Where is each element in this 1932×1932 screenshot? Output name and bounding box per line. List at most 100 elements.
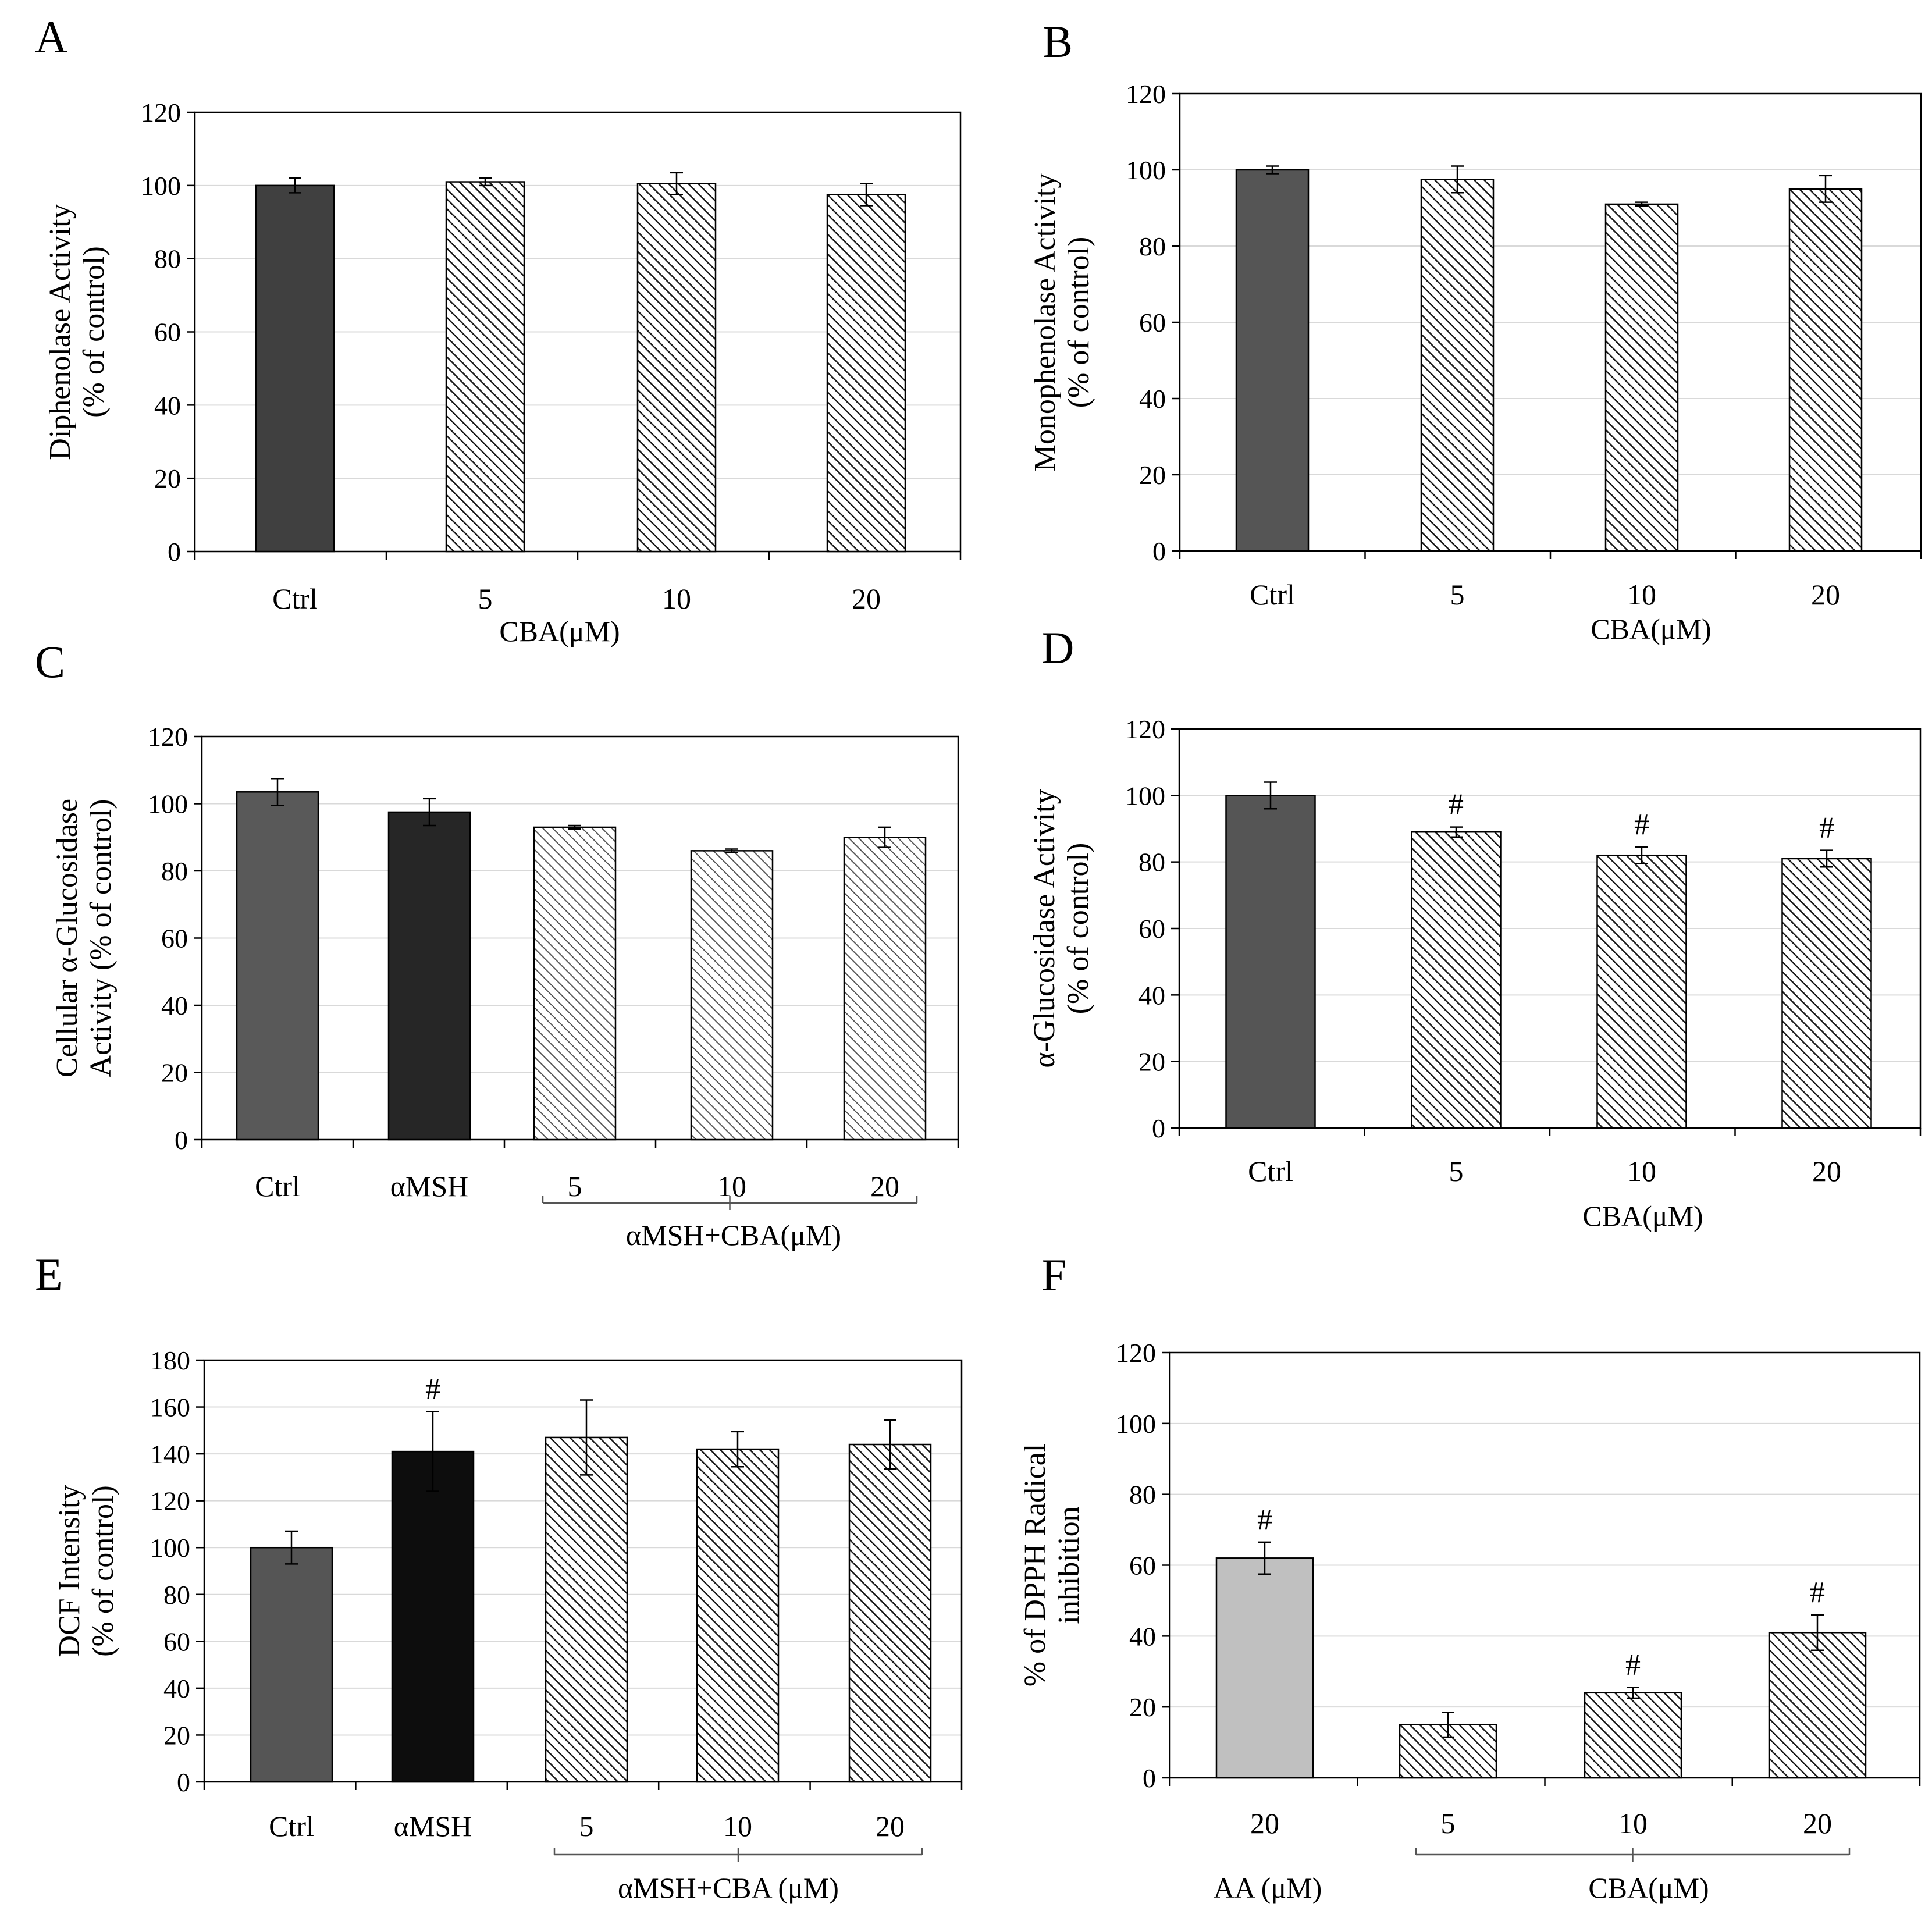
y-tick-label: 80 bbox=[161, 856, 188, 886]
y-tick-label: 40 bbox=[161, 991, 188, 1020]
y-tick-label: 80 bbox=[1138, 848, 1165, 877]
x-tick-label: 20 bbox=[852, 582, 881, 615]
y-tick-label: 60 bbox=[1129, 1551, 1156, 1581]
x-tick-label: 10 bbox=[723, 1810, 752, 1842]
bar-e-3 bbox=[696, 1448, 780, 1783]
y-tick-label: 20 bbox=[1139, 460, 1166, 490]
x-axis-label: CBA(μM) bbox=[1591, 613, 1711, 645]
panel-label: E bbox=[35, 1249, 63, 1300]
x-tick-label: αMSH bbox=[390, 1170, 469, 1202]
y-tick-label: 140 bbox=[150, 1439, 190, 1469]
panel-e: 0 20 40 60 80 100 120 140 160 180 Ctrl # αMSH 5 10 20 αM… bbox=[35, 1249, 963, 1904]
x-tick-label: 20 bbox=[1812, 1155, 1841, 1187]
y-tick-label: 160 bbox=[150, 1393, 190, 1422]
panel-f: 0 20 40 60 80 100 120 #20 5 #10 #20 CBA(μM) AA (μM)%… bbox=[1019, 1250, 1921, 1904]
bar-a-1 bbox=[445, 181, 525, 553]
bar-a-0 bbox=[255, 184, 335, 553]
y-tick-label: 60 bbox=[154, 318, 181, 347]
y-tick-label: 0 bbox=[168, 537, 181, 567]
bar-d-1 bbox=[1411, 831, 1502, 1129]
bar-d-3 bbox=[1781, 858, 1872, 1129]
y-tick-label: 0 bbox=[1143, 1763, 1156, 1793]
x-tick-label: Ctrl bbox=[1248, 1155, 1293, 1187]
y-axis-label: (% of control) bbox=[1062, 237, 1095, 408]
y-tick-label: 100 bbox=[1126, 155, 1166, 185]
x-tick-label: Ctrl bbox=[269, 1810, 314, 1842]
bar-c-1 bbox=[387, 811, 471, 1141]
bar-e-1 bbox=[391, 1450, 475, 1783]
bar-e-4 bbox=[848, 1443, 932, 1783]
y-tick-label: 20 bbox=[161, 1058, 188, 1088]
bar-c-2 bbox=[533, 826, 617, 1141]
y-tick-label: 120 bbox=[1125, 714, 1165, 744]
panel-b: 0 20 40 60 80 100 120 Ctrl 5 10 20 CBA(μM) Monopheno… bbox=[1029, 16, 1922, 645]
x-tick-label: 10 bbox=[1627, 1155, 1656, 1187]
y-axis-label: (% of control) bbox=[87, 1485, 120, 1657]
bar-f-3 bbox=[1768, 1631, 1867, 1779]
y-axis-label: DCF Intensity bbox=[53, 1485, 86, 1657]
x-tick-label: αMSH bbox=[394, 1810, 472, 1842]
x-tick-label: 5 bbox=[579, 1810, 594, 1842]
y-axis-label: Cellular α-Glucosidase bbox=[51, 799, 84, 1077]
bar-e-0 bbox=[250, 1546, 333, 1783]
y-tick-label: 40 bbox=[154, 390, 181, 420]
y-tick-label: 60 bbox=[1138, 914, 1165, 944]
x-tick-label: 10 bbox=[662, 582, 691, 615]
bar-c-4 bbox=[843, 837, 927, 1141]
y-tick-label: 60 bbox=[163, 1627, 190, 1656]
significance-mark: # bbox=[425, 1373, 440, 1406]
panel-label: B bbox=[1043, 16, 1073, 67]
x-tick-label: 10 bbox=[1618, 1807, 1648, 1840]
x-tick-label: Ctrl bbox=[1250, 578, 1295, 611]
x-tick-label: 5 bbox=[1441, 1807, 1456, 1840]
y-axis-label: Diphenolase Activity bbox=[44, 204, 77, 460]
x-tick-label: 10 bbox=[717, 1170, 746, 1202]
y-tick-label: 0 bbox=[1152, 1113, 1165, 1143]
y-axis-label: Monophenolase Activity bbox=[1029, 173, 1062, 472]
x-tick-label: 20 bbox=[1803, 1807, 1832, 1840]
x-tick-label: 20 bbox=[1811, 578, 1840, 611]
y-tick-label: 100 bbox=[150, 1533, 190, 1563]
panel-label: D bbox=[1041, 622, 1074, 673]
x-axis-label: αMSH+CBA(μM) bbox=[626, 1219, 841, 1251]
x-axis-label-left: AA (μM) bbox=[1214, 1871, 1322, 1904]
y-tick-label: 80 bbox=[163, 1580, 190, 1610]
y-axis-label: (% of control) bbox=[77, 246, 111, 418]
y-tick-label: 0 bbox=[1152, 536, 1166, 566]
significance-mark: # bbox=[1257, 1503, 1272, 1536]
bar-c-0 bbox=[236, 791, 319, 1141]
panel-label: F bbox=[1041, 1250, 1066, 1300]
x-tick-label: Ctrl bbox=[272, 582, 318, 615]
bar-d-2 bbox=[1596, 854, 1687, 1129]
x-tick-label: 5 bbox=[568, 1170, 582, 1202]
y-tick-label: 40 bbox=[1129, 1621, 1156, 1651]
y-tick-label: 60 bbox=[161, 924, 188, 953]
y-axis-label: inhibition bbox=[1052, 1506, 1086, 1624]
bar-b-2 bbox=[1604, 203, 1679, 552]
significance-mark: # bbox=[1449, 788, 1464, 821]
y-tick-label: 100 bbox=[148, 789, 188, 819]
y-tick-label: 20 bbox=[154, 464, 181, 493]
y-axis-label: α-Glucosidase Activity bbox=[1028, 789, 1061, 1068]
x-tick-label: 20 bbox=[876, 1810, 905, 1842]
y-tick-label: 120 bbox=[1126, 79, 1166, 109]
y-tick-label: 20 bbox=[1138, 1047, 1165, 1077]
bar-c-3 bbox=[690, 850, 774, 1141]
x-axis-label: αMSH+CBA (μM) bbox=[618, 1871, 839, 1904]
panel-label: A bbox=[35, 12, 67, 62]
x-axis-label: CBA(μM) bbox=[1582, 1200, 1703, 1232]
y-tick-label: 40 bbox=[1139, 384, 1166, 414]
y-tick-label: 80 bbox=[154, 244, 181, 274]
x-tick-label: 5 bbox=[1450, 578, 1465, 611]
y-tick-label: 100 bbox=[1116, 1409, 1156, 1439]
panel-label: C bbox=[35, 636, 65, 687]
y-tick-label: 20 bbox=[163, 1720, 190, 1750]
y-tick-label: 100 bbox=[141, 171, 181, 201]
x-tick-label: 10 bbox=[1627, 578, 1656, 611]
significance-mark: # bbox=[1819, 812, 1834, 845]
y-axis-label: (% of control) bbox=[1062, 843, 1095, 1015]
bar-e-2 bbox=[545, 1436, 628, 1783]
panel-d: 0 20 40 60 80 100 120 Ctrl #5 #10 #20 CBA(μM) α-Gluc… bbox=[1028, 622, 1922, 1232]
x-axis-label: CBA(μM) bbox=[499, 615, 620, 647]
y-tick-label: 80 bbox=[1139, 232, 1166, 261]
